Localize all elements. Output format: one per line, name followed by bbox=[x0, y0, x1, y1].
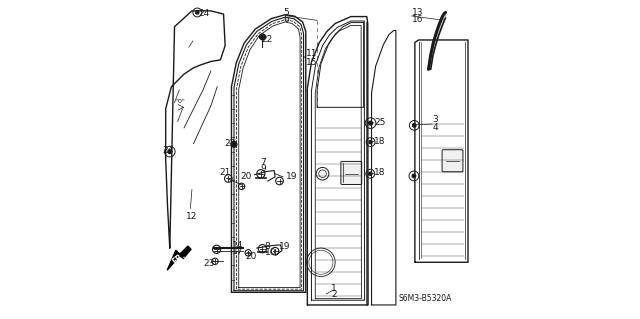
Polygon shape bbox=[433, 33, 439, 45]
Text: 1: 1 bbox=[331, 284, 337, 293]
Polygon shape bbox=[436, 24, 442, 34]
Text: 18: 18 bbox=[374, 137, 386, 146]
Text: FR.: FR. bbox=[171, 251, 188, 267]
FancyBboxPatch shape bbox=[341, 161, 362, 184]
Circle shape bbox=[412, 174, 415, 178]
Circle shape bbox=[413, 123, 416, 127]
Text: 8: 8 bbox=[265, 242, 271, 251]
Text: 25: 25 bbox=[374, 118, 386, 127]
Text: 16: 16 bbox=[412, 15, 423, 24]
Text: 14: 14 bbox=[232, 241, 243, 250]
Text: 22: 22 bbox=[262, 35, 273, 44]
Polygon shape bbox=[444, 12, 445, 18]
Polygon shape bbox=[167, 246, 191, 270]
Polygon shape bbox=[442, 13, 445, 20]
Circle shape bbox=[231, 141, 237, 147]
Text: 19: 19 bbox=[279, 242, 291, 251]
Text: 5: 5 bbox=[284, 8, 289, 17]
Text: 22: 22 bbox=[224, 139, 236, 148]
Polygon shape bbox=[431, 43, 436, 56]
Circle shape bbox=[196, 11, 199, 14]
Text: 9: 9 bbox=[260, 164, 266, 173]
Circle shape bbox=[369, 121, 372, 125]
Text: 17: 17 bbox=[232, 247, 243, 256]
Polygon shape bbox=[428, 55, 433, 69]
Text: 13: 13 bbox=[412, 8, 423, 17]
Text: 6: 6 bbox=[284, 15, 289, 24]
Circle shape bbox=[260, 34, 266, 40]
Text: 24: 24 bbox=[198, 9, 209, 18]
Circle shape bbox=[369, 141, 372, 144]
Text: "0": "0" bbox=[175, 99, 185, 104]
Text: 20: 20 bbox=[246, 252, 257, 261]
Text: 12: 12 bbox=[186, 212, 197, 221]
Text: 18: 18 bbox=[374, 168, 386, 177]
Text: 24: 24 bbox=[162, 146, 173, 155]
Text: 23: 23 bbox=[203, 259, 214, 268]
Circle shape bbox=[168, 150, 172, 153]
Text: 2: 2 bbox=[331, 290, 337, 299]
Text: 7: 7 bbox=[260, 158, 266, 167]
Text: 21: 21 bbox=[220, 168, 231, 177]
Text: 3: 3 bbox=[432, 115, 438, 124]
Circle shape bbox=[369, 172, 372, 175]
Text: 10: 10 bbox=[265, 248, 276, 257]
Polygon shape bbox=[440, 17, 444, 26]
Text: S6M3-B5320A: S6M3-B5320A bbox=[399, 294, 452, 303]
Text: 20: 20 bbox=[240, 172, 252, 182]
Text: 4: 4 bbox=[432, 123, 438, 132]
FancyBboxPatch shape bbox=[442, 150, 463, 172]
Text: 19: 19 bbox=[286, 172, 298, 182]
Text: 11: 11 bbox=[306, 49, 317, 58]
Text: 15: 15 bbox=[306, 58, 317, 67]
